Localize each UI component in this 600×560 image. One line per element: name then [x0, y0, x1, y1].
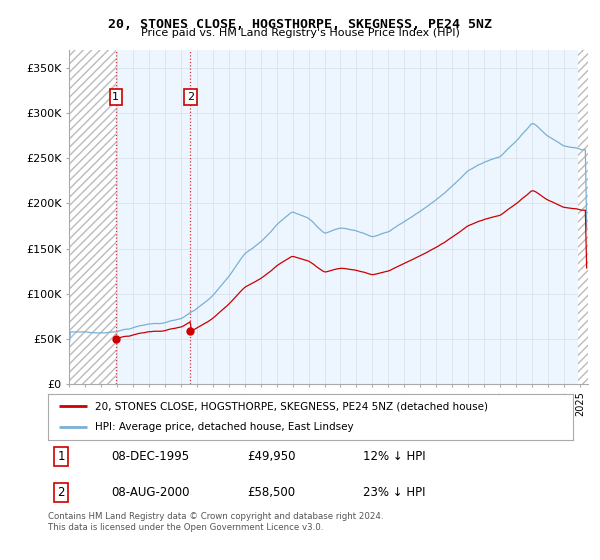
Text: £49,950: £49,950 [248, 450, 296, 463]
Text: 1: 1 [58, 450, 65, 463]
Bar [69, 50, 116, 384]
Text: 20, STONES CLOSE, HOGSTHORPE, SKEGNESS, PE24 5NZ: 20, STONES CLOSE, HOGSTHORPE, SKEGNESS, … [108, 18, 492, 31]
Text: Price paid vs. HM Land Registry's House Price Index (HPI): Price paid vs. HM Land Registry's House … [140, 28, 460, 38]
Text: 2: 2 [187, 92, 194, 102]
Bar [578, 50, 588, 384]
Text: Contains HM Land Registry data © Crown copyright and database right 2024.
This d: Contains HM Land Registry data © Crown c… [48, 512, 383, 532]
Text: 1: 1 [112, 92, 119, 102]
Bar [116, 50, 588, 384]
Text: 20, STONES CLOSE, HOGSTHORPE, SKEGNESS, PE24 5NZ (detached house): 20, STONES CLOSE, HOGSTHORPE, SKEGNESS, … [95, 401, 488, 411]
Text: 12% ↓ HPI: 12% ↓ HPI [363, 450, 425, 463]
Text: 2: 2 [58, 486, 65, 499]
Text: 23% ↓ HPI: 23% ↓ HPI [363, 486, 425, 499]
Text: 08-DEC-1995: 08-DEC-1995 [111, 450, 189, 463]
Text: 08-AUG-2000: 08-AUG-2000 [111, 486, 190, 499]
Text: HPI: Average price, detached house, East Lindsey: HPI: Average price, detached house, East… [95, 422, 354, 432]
Text: £58,500: £58,500 [248, 486, 296, 499]
